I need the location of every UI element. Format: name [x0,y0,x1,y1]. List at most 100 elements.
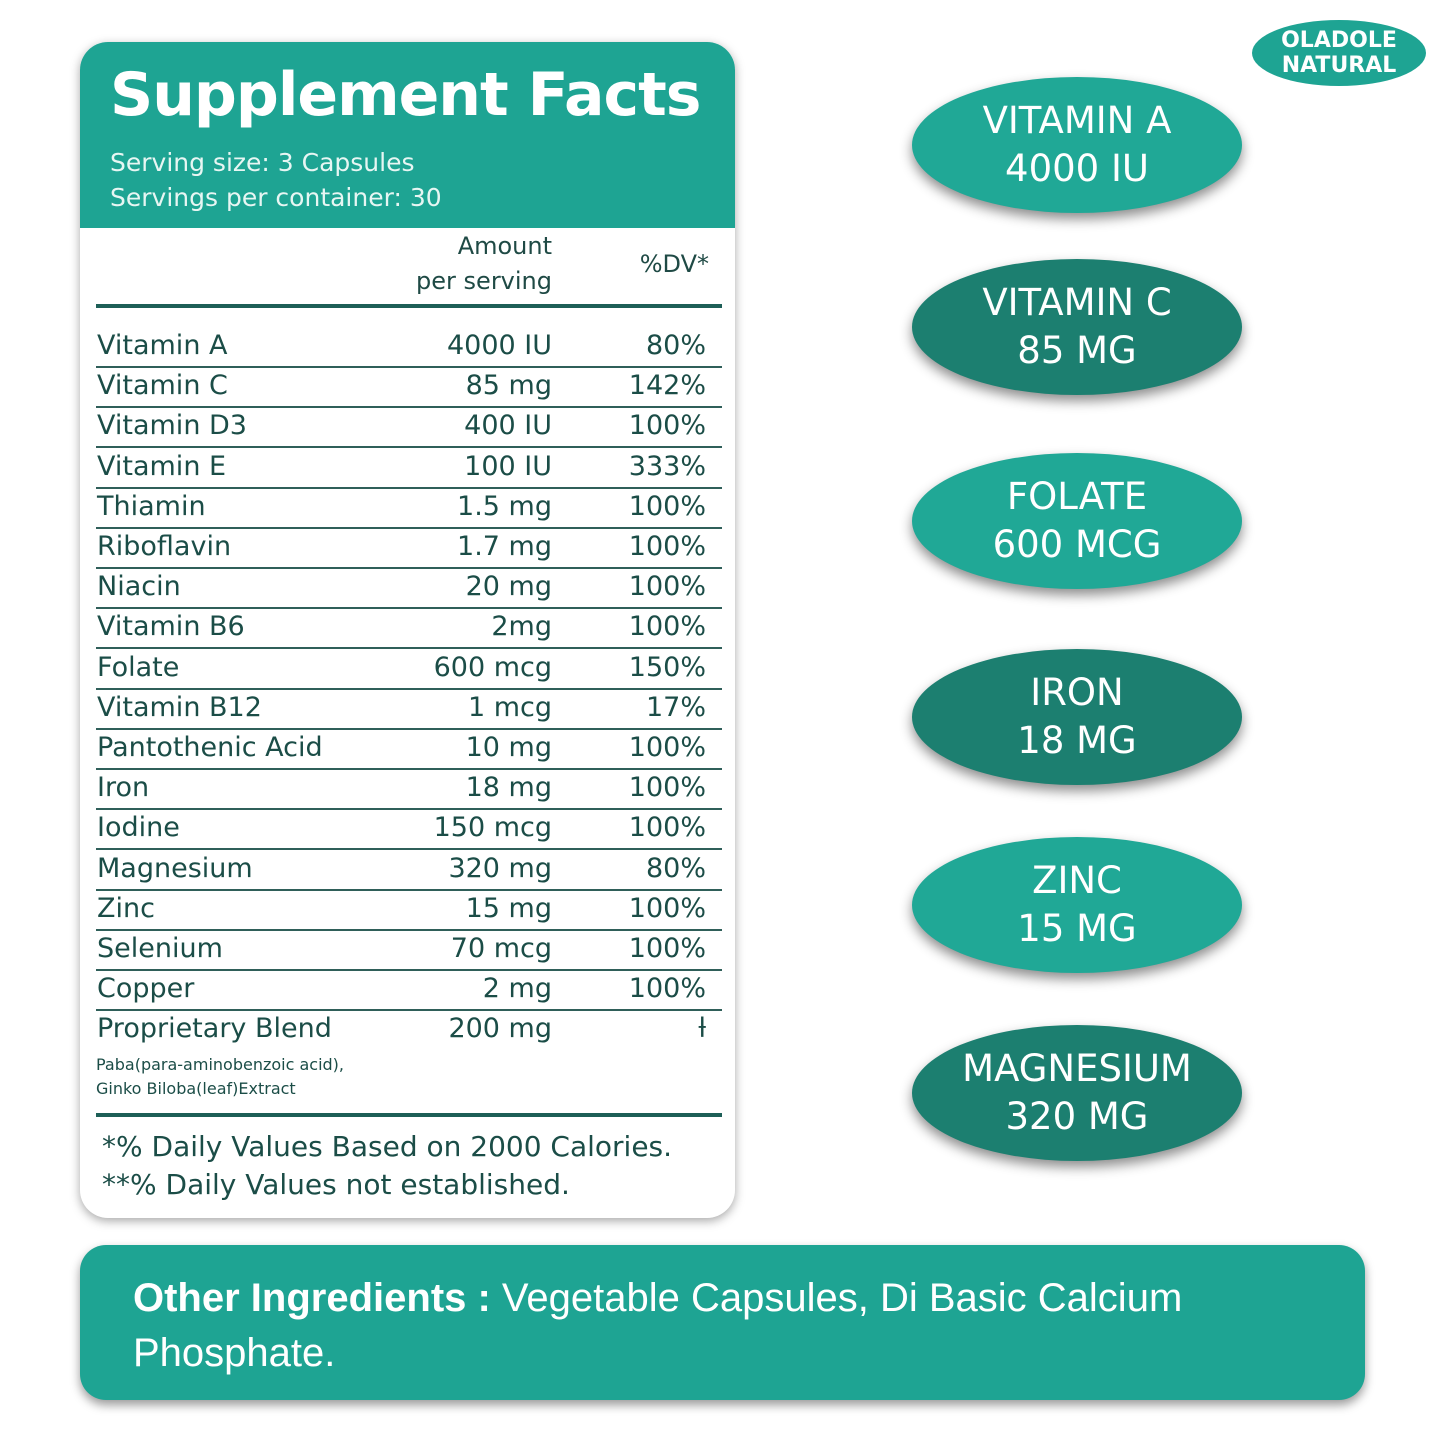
amount: 400 IU [464,410,552,442]
facts-row: Vitamin A 4000 IU 80% [96,326,722,368]
nutrient-badge: VITAMIN A 4000 IU [912,77,1242,213]
amount: 2mg [491,611,552,643]
facts-row: Riboflavin 1.7 mg 100% [96,527,722,569]
nutrient-name: Vitamin D3 [97,410,247,442]
nutrient-name: Thiamin [97,490,206,522]
facts-row: Folate 600 mcg 150% [96,648,722,690]
amount: 20 mg [465,571,552,603]
facts-panel: Supplement Facts Serving size: 3 Capsule… [80,42,735,1218]
blend-ingredient: Paba(para-aminobenzoic acid), [96,1055,345,1074]
nutrient-name: Vitamin A [97,330,228,361]
other-ingredients-list: Vegetable Capsules, Di Basic Calcium Pho… [133,1276,1183,1375]
serving-size: Serving size: 3 Capsules [110,148,415,177]
facts-row: Proprietary Blend 200 mg ƚ [96,1009,722,1049]
badge-name: VITAMIN C [982,281,1172,324]
rule [96,1113,722,1117]
amount: 150 mcg [433,812,552,844]
nutrient-name: Riboflavin [97,531,232,562]
amount: 85 mg [465,370,552,402]
nutrient-name: Vitamin B6 [97,611,245,643]
column-header: Amount [457,232,552,260]
facts-row: Zinc 15 mg 100% [96,889,722,931]
nutrient-badge: VITAMIN C 85 MG [912,259,1242,395]
column-header: per serving [416,267,552,295]
facts-row: Niacin 20 mg 100% [96,567,722,610]
nutrient-name: Zinc [97,892,155,924]
amount: 4000 IU [446,330,552,361]
daily-value: 100% [628,490,706,522]
nutrient-name: Folate [97,651,180,683]
amount: 1.5 mg [457,490,552,522]
brand-line: OLADOLE [1281,28,1397,53]
nutrient-badge: FOLATE 600 MCG [912,453,1242,589]
facts-title: Supplement Facts [110,60,702,130]
amount: 2 mg [482,973,552,1005]
facts-row: Selenium 70 mcg 100% [96,929,722,971]
servings-per-container: Servings per container: 30 [110,183,442,212]
nutrient-name: Selenium [97,933,223,964]
badge-value: 15 MG [1017,907,1137,950]
nutrient-name: Copper [97,973,195,1005]
daily-value: 100% [628,410,706,442]
daily-value: 100% [628,892,706,924]
facts-row: Vitamin D3 400 IU 100% [96,406,722,449]
blend-ingredient: Ginko Biloba(leaf)Extract [96,1079,296,1098]
daily-value: 100% [628,933,706,964]
badge-name: IRON [1030,671,1124,714]
daily-value: 80% [645,852,706,884]
nutrient-badge: ZINC 15 MG [912,837,1242,973]
nutrient-badge: MAGNESIUM 320 MG [912,1025,1242,1161]
amount: 18 mg [465,772,552,804]
column-header: %DV* [639,250,709,278]
nutrient-name: Niacin [97,571,181,603]
amount: 320 mg [448,852,552,884]
facts-row: Magnesium 320 mg 80% [96,849,722,891]
facts-row: Vitamin E 100 IU 333% [96,447,722,489]
amount: 1.7 mg [457,531,552,562]
facts-row: Thiamin 1.5 mg 100% [96,487,722,529]
daily-value: 100% [628,772,706,804]
nutrient-name: Vitamin E [97,450,227,482]
daily-value: 80% [645,330,706,361]
daily-value: 142% [628,370,706,402]
other-ingredients-text: Other Ingredients : Vegetable Capsules, … [133,1271,1313,1381]
daily-value: 100% [628,812,706,844]
badge-value: 600 MCG [992,523,1162,566]
footnote: **% Daily Values not established. [102,1168,570,1201]
badge-name: FOLATE [1006,475,1148,518]
other-ingredients-label: Other Ingredients : [133,1276,491,1320]
nutrient-name: Pantothenic Acid [97,732,323,763]
daily-value: 17% [645,691,706,723]
amount: 600 mcg [433,651,552,683]
facts-row: Copper 2 mg 100% [96,969,722,1012]
nutrient-name: Proprietary Blend [97,1013,332,1045]
daily-value: 100% [628,732,706,763]
daily-value: 100% [628,973,706,1005]
badge-value: 320 MG [1005,1095,1149,1138]
nutrient-badge: IRON 18 MG [912,649,1242,785]
facts-row: Iodine 150 mcg 100% [96,808,722,851]
other-ingredients: Other Ingredients : Vegetable Capsules, … [80,1245,1365,1400]
amount: 70 mcg [450,933,552,964]
badge-value: 18 MG [1017,719,1137,762]
daily-value: 150% [628,651,706,683]
nutrient-name: Iodine [97,812,180,844]
daily-value: 100% [628,611,706,643]
facts-header: Supplement Facts Serving size: 3 Capsule… [80,42,735,228]
amount: 100 IU [464,450,552,482]
facts-row: Iron 18 mg 100% [96,768,722,811]
facts-row: Vitamin B12 1 mcg 17% [96,688,722,730]
badge-value: 85 MG [1017,329,1137,372]
amount: 10 mg [465,732,552,763]
badge-value: 4000 IU [1005,147,1149,190]
brand-line: NATURAL [1281,53,1397,78]
amount: 200 mg [448,1013,552,1045]
rule [96,304,722,308]
amount: 15 mg [465,892,552,924]
daily-value: 100% [628,531,706,562]
facts-row: Vitamin C 85 mg 142% [96,366,722,409]
daily-value: 100% [628,571,706,603]
badge-name: MAGNESIUM [962,1047,1192,1090]
brand-logo: OLADOLE NATURAL [1252,20,1426,86]
